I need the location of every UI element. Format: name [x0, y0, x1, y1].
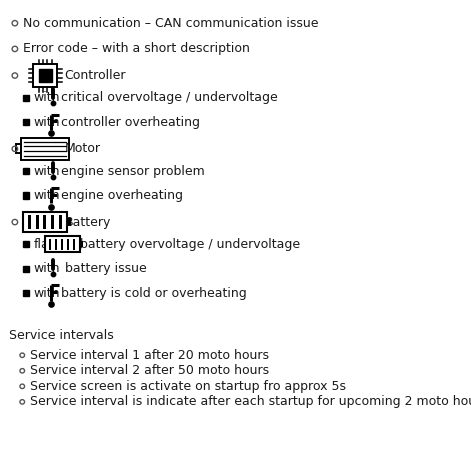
Text: Service interval is indicate after each startup for upcoming 2 moto hours: Service interval is indicate after each … [30, 395, 471, 408]
Bar [61, 239, 63, 250]
Text: Service screen is activate on startup fro approx 5s: Service screen is activate on startup fr… [30, 380, 346, 393]
Bar [16, 145, 21, 153]
Bar [67, 239, 69, 250]
Text: Service interval 1 after 20 moto hours: Service interval 1 after 20 moto hours [30, 349, 269, 362]
Bar [28, 215, 31, 229]
Text: No communication – CAN communication issue: No communication – CAN communication iss… [23, 17, 319, 30]
Text: with: with [33, 189, 60, 202]
Bar [45, 236, 80, 252]
Bar [24, 212, 67, 232]
Bar [23, 95, 29, 101]
Bar [23, 168, 29, 174]
Text: battery is cold or overheating: battery is cold or overheating [61, 287, 247, 299]
Bar [43, 215, 46, 229]
Text: with: with [33, 262, 60, 275]
Bar [55, 239, 57, 250]
Text: with: with [33, 164, 60, 178]
Bar [23, 119, 29, 125]
Text: engine overheating: engine overheating [61, 189, 183, 202]
Bar [23, 193, 29, 198]
Bar [80, 241, 83, 247]
Text: with: with [33, 287, 60, 299]
Text: Error code – with a short description: Error code – with a short description [23, 43, 250, 55]
Text: Service interval 2 after 50 moto hours: Service interval 2 after 50 moto hours [30, 364, 269, 377]
Bar [23, 241, 29, 247]
Text: battery issue: battery issue [61, 262, 147, 275]
Text: Controller: Controller [65, 69, 126, 82]
Text: flashing: flashing [33, 238, 83, 251]
Text: Service intervals: Service intervals [9, 329, 114, 342]
Text: Battery: Battery [65, 216, 111, 229]
Bar [67, 218, 71, 226]
Text: critical overvoltage / undervoltage: critical overvoltage / undervoltage [61, 91, 278, 104]
Bar [21, 138, 70, 160]
Bar [73, 239, 75, 250]
Text: with: with [33, 91, 60, 104]
Bar [59, 215, 62, 229]
Bar [23, 265, 29, 272]
Text: with: with [33, 116, 60, 129]
Text: battery overvoltage / undervoltage: battery overvoltage / undervoltage [80, 238, 300, 251]
Bar [23, 290, 29, 296]
Text: engine sensor problem: engine sensor problem [61, 164, 205, 178]
Text: controller overheating: controller overheating [61, 116, 200, 129]
Text: Motor: Motor [65, 142, 101, 155]
Bar [33, 64, 57, 87]
Bar [51, 215, 54, 229]
Bar [35, 215, 39, 229]
Bar [49, 239, 51, 250]
Bar [39, 69, 52, 82]
